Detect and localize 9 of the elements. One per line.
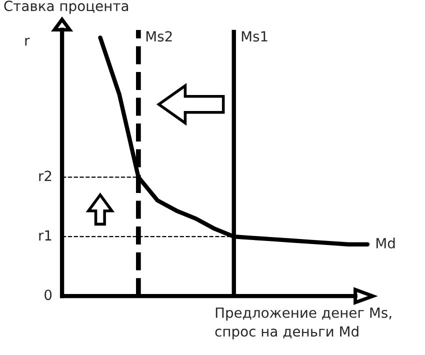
ref-line-label: r1 xyxy=(39,230,52,240)
x-axis-title: Предложение денег Ms, спрос на деньги Md xyxy=(215,308,392,340)
chart-title: Ставка процента xyxy=(4,0,128,14)
series-label: Md xyxy=(376,238,395,248)
text: 0 xyxy=(44,290,52,300)
y-axis-title: r xyxy=(25,38,30,46)
ref-line-label: r2 xyxy=(39,170,52,181)
annotation: Ms2 xyxy=(146,31,172,42)
annotation: Ms1 xyxy=(242,31,268,42)
